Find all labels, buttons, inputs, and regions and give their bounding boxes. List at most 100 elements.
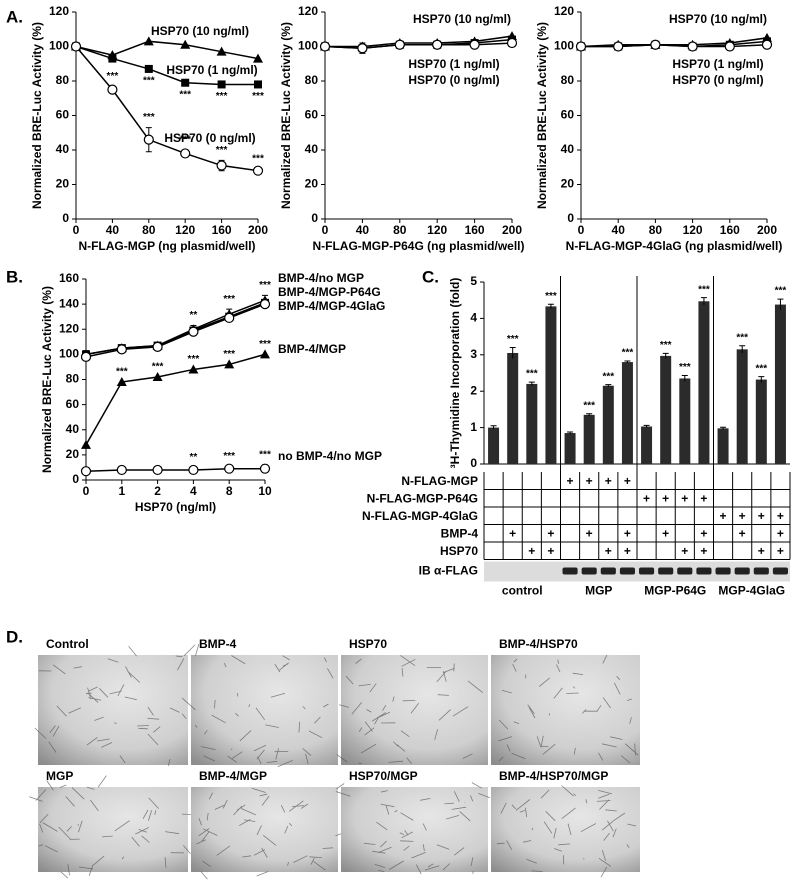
micrograph [38,655,188,765]
table-cell: + [624,544,631,558]
image-caption: HSP70/MGP [349,769,418,783]
micrograph-texture [335,782,491,875]
table-cell: + [739,509,746,523]
x-tick-label: 0 [83,484,90,498]
marker [253,53,263,63]
significance: *** [216,145,228,156]
y-tick-label: 1 [470,420,477,434]
table-cell: + [509,526,516,540]
bar [717,428,729,464]
marker [224,463,235,474]
marker [80,466,92,477]
y-tick-label: 0 [311,211,318,225]
y-tick-label: 100 [59,347,79,361]
marker [70,41,82,52]
bar [755,379,767,464]
y-tick-label: 60 [66,397,80,411]
significance: *** [223,451,235,462]
marker [152,464,163,476]
error-bar [777,298,784,311]
series-label: HSP70 (1 ng/ml) [166,63,257,77]
table-cell: + [758,544,765,558]
error-bar [720,426,727,430]
y-axis-label: Normalized BRE-Luc Activity (%) [40,286,54,473]
table-cell: + [643,491,650,505]
row-label: BMP-4 [441,526,479,540]
x-tick-label: 0 [322,223,329,237]
bar [660,355,672,464]
marker [432,39,443,50]
marker [188,364,199,374]
y-tick-label: 40 [66,422,80,436]
blot-band [677,567,693,575]
marker [259,299,271,310]
bar [621,362,633,464]
blot-band [562,567,578,575]
y-tick-label: 140 [59,296,79,310]
series-line [85,353,266,446]
significance: *** [622,348,634,359]
marker [394,39,405,50]
significance: *** [259,339,271,350]
series-label: HSP70 (0 ng/ml) [672,73,763,87]
marker [180,39,191,49]
series-line [85,303,266,358]
marker [761,39,773,50]
micrograph [341,787,488,872]
series-line [324,42,513,49]
bar [488,427,500,464]
series-label: HSP70 (10 ng/ml) [669,12,767,26]
significance: *** [188,354,200,365]
significance: *** [216,91,228,102]
marker [575,41,587,52]
bar [679,378,691,464]
significance: *** [526,369,538,380]
significance: *** [252,91,264,102]
significance: ** [190,452,198,463]
error-bar [624,360,631,364]
bar [583,414,595,464]
y-tick-label: 120 [59,321,79,335]
significance: *** [775,286,787,297]
marker [108,54,117,63]
significance: *** [223,294,235,305]
error-bar [739,345,746,353]
marker [724,41,735,52]
blot-band [658,567,674,575]
y-tick-label: 2 [470,383,477,397]
table-cell: + [739,526,746,540]
marker [217,80,226,89]
micrograph-texture [196,783,346,880]
y-tick-label: 80 [56,73,70,87]
marker [107,84,118,95]
marker [613,41,624,52]
micrograph-texture [34,644,196,766]
series-label: HSP70 (0 ng/ml) [164,131,255,145]
y-tick-label: 60 [561,108,575,122]
table-cell: + [528,544,535,558]
significance: *** [755,363,767,374]
x-tick-label: 160 [720,223,740,237]
y-tick-label: 40 [56,142,70,156]
x-tick-label: 200 [757,223,777,237]
row-label: N-FLAG-MGP-P64G [367,491,478,505]
y-tick-label: 60 [56,108,70,122]
micrograph-texture [336,655,483,764]
image-caption: BMP-4/HSP70 [499,637,578,651]
y-tick-label: 20 [66,447,80,461]
y-tick-label: 40 [305,142,319,156]
bar [698,301,710,464]
error-bar [758,376,765,383]
marker [357,43,368,54]
series-label: HSP70 (1 ng/ml) [672,57,763,71]
bar [736,349,748,464]
y-tick-label: 5 [470,274,477,288]
table-cell: + [662,491,669,505]
significance: *** [545,291,557,302]
significance: *** [698,284,710,295]
y-tick-label: 120 [49,4,69,18]
marker [224,359,235,369]
blot-group-label: MGP-4GlaG [718,584,785,598]
series-label: BMP-4/no MGP [278,271,364,285]
marker [116,344,127,355]
